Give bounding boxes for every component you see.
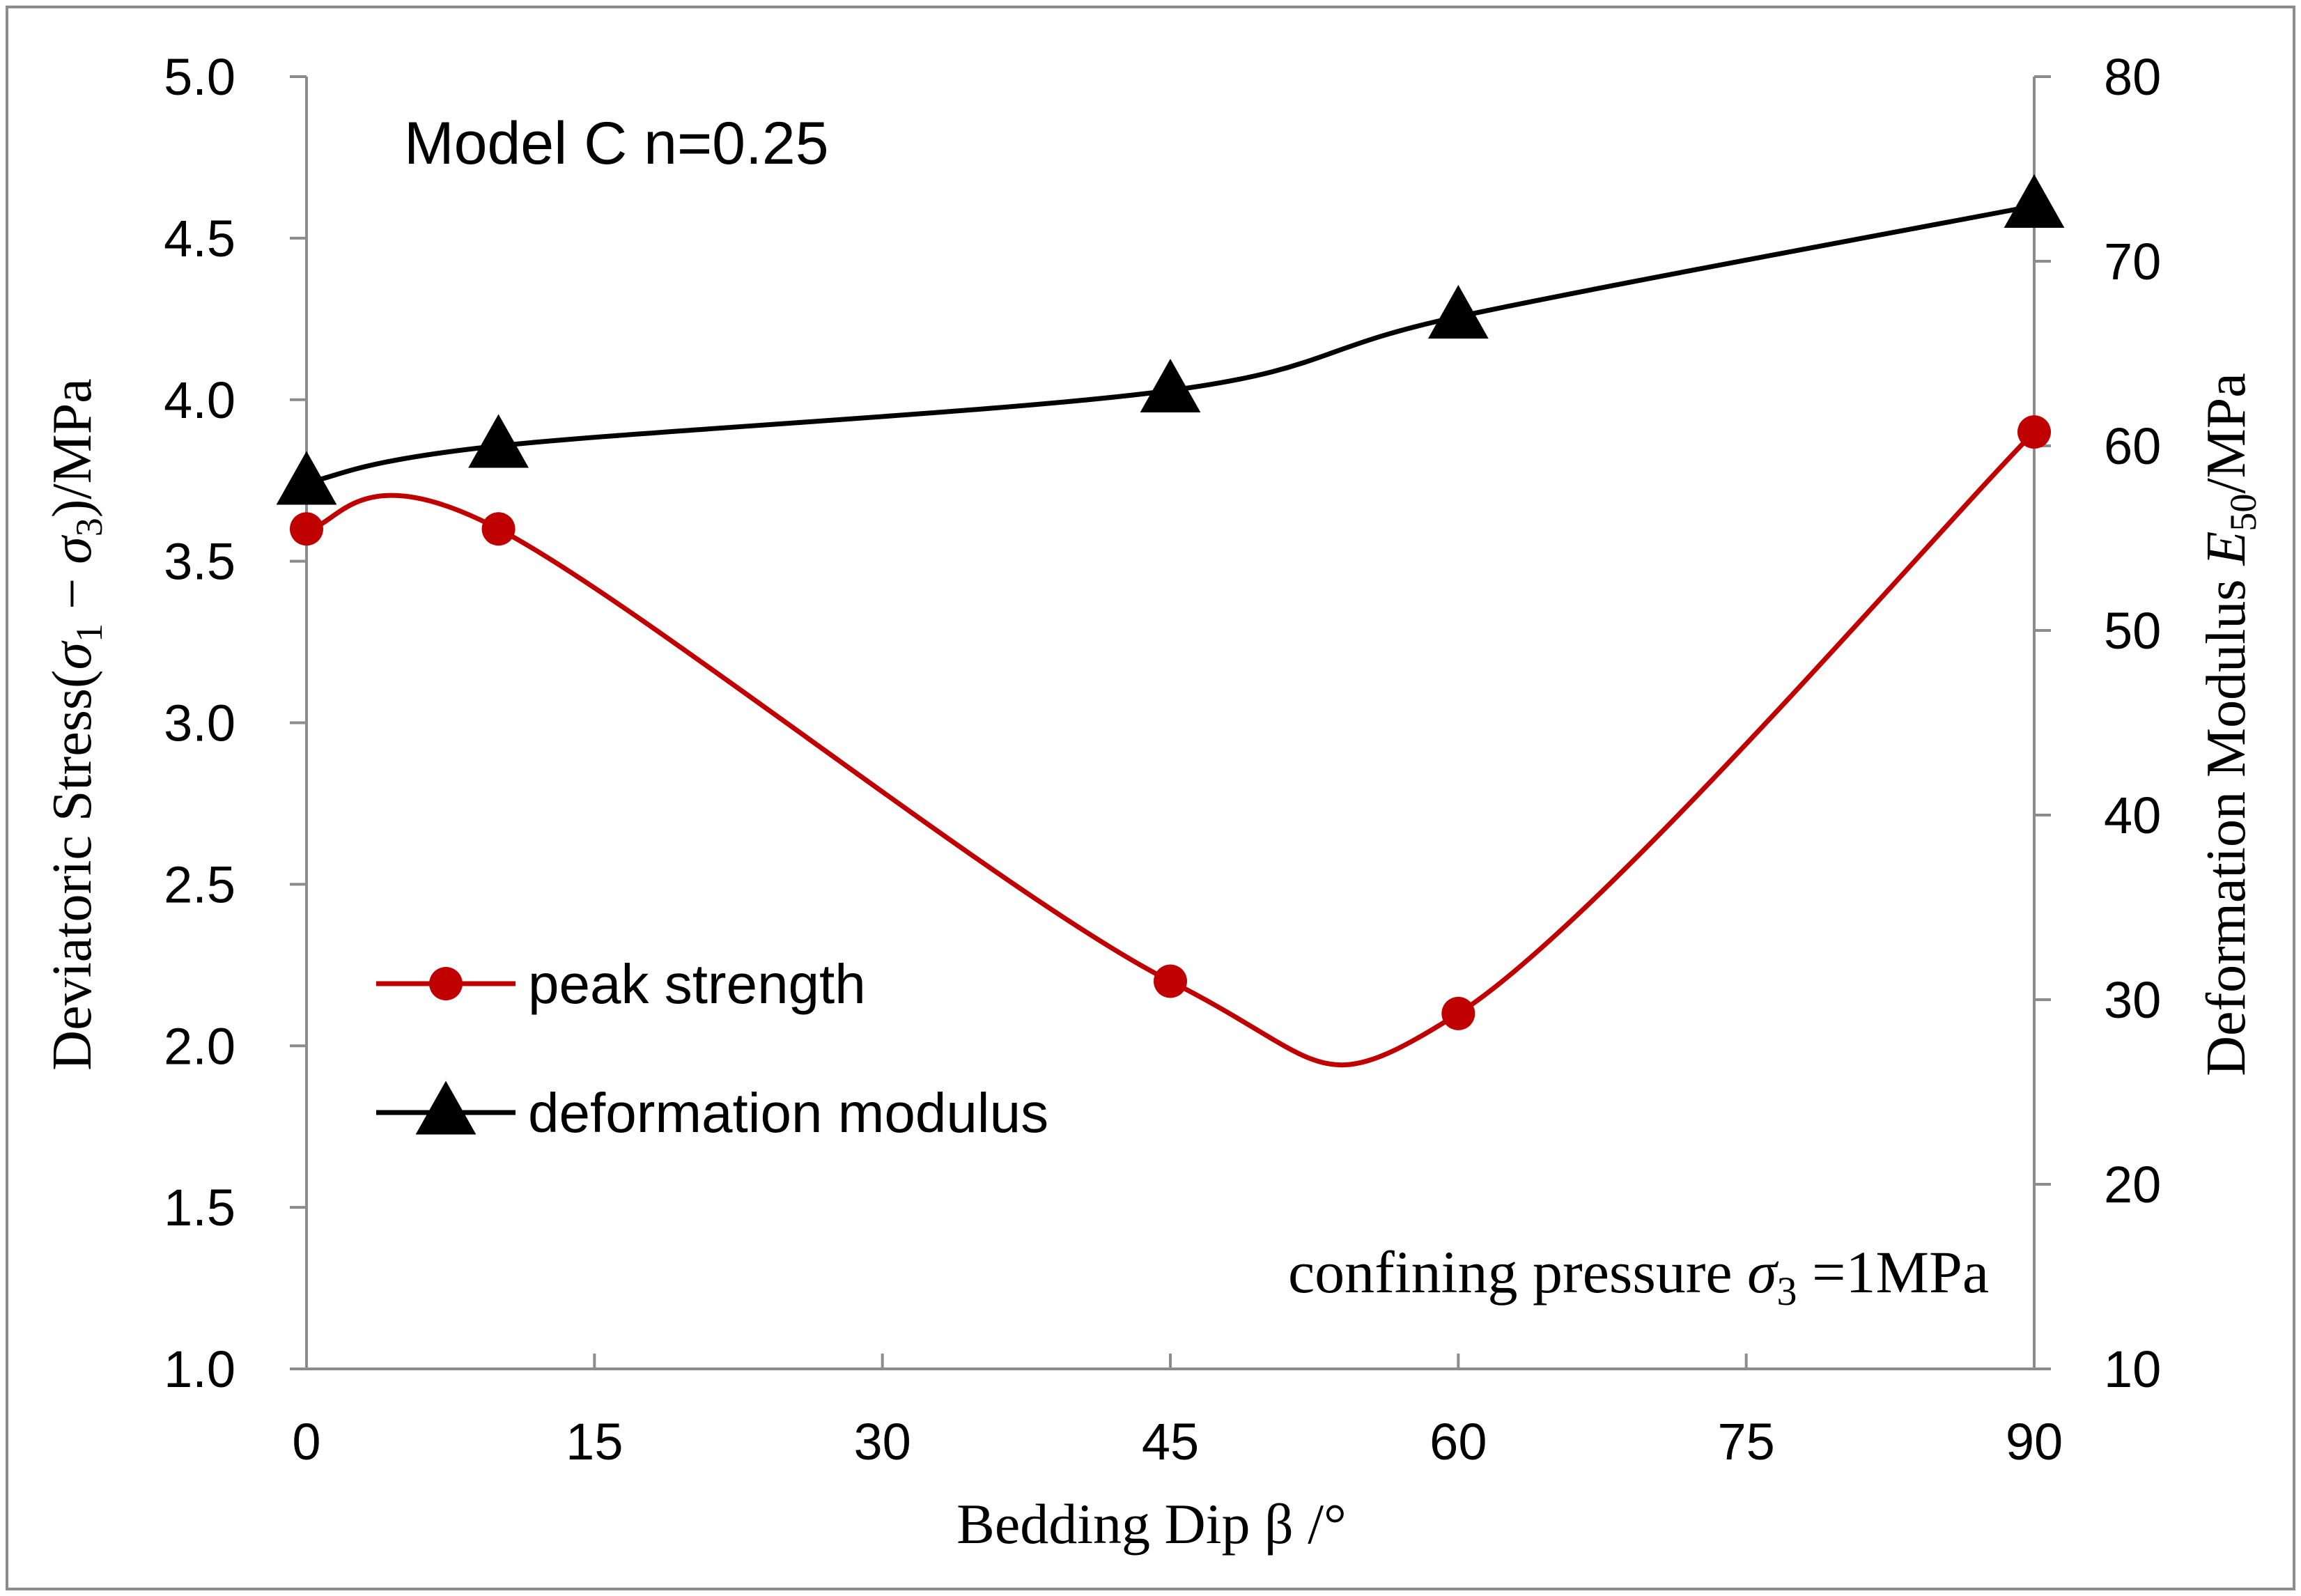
y-tick-right-label: 60 <box>2104 417 2161 475</box>
deformation-modulus-point <box>1427 285 1489 339</box>
pressure-sigma: σ <box>1747 1239 1779 1306</box>
x-tick-label: 60 <box>1430 1413 1487 1471</box>
y-tick-left-label: 2.5 <box>164 855 235 913</box>
peak-strength-point <box>481 512 516 546</box>
y-tick-left-label: 3.5 <box>164 533 235 591</box>
deformation-modulus-point <box>1140 359 1201 412</box>
right-label-E: E <box>2196 532 2257 566</box>
y-tick-left-label: 2.0 <box>164 1017 235 1075</box>
peak-strength-point <box>1441 996 1475 1030</box>
left-label-minus: − <box>42 564 103 623</box>
model-annotation: Model C n=0.25 <box>404 110 829 177</box>
peak-strength-point <box>290 512 323 546</box>
left-label-sigma1: σ <box>42 640 103 669</box>
y-tick-right-label: 10 <box>2104 1340 2161 1398</box>
peak-strength-point <box>2017 415 2051 449</box>
x-tick-label: 45 <box>1142 1413 1199 1471</box>
left-label-prefix: Deviatoric Stress( <box>42 669 103 1070</box>
legend-deformation-modulus-marker <box>415 1080 477 1135</box>
y-tick-right-label: 80 <box>2104 48 2161 106</box>
y-tick-right-label: 40 <box>2104 787 2161 844</box>
y-tick-left-label: 1.5 <box>164 1179 235 1237</box>
right-label-prefix: Deformation Modulus <box>2196 565 2257 1076</box>
legend-peak-strength-label: peak strength <box>528 953 866 1015</box>
y-tick-left-label: 3.0 <box>164 695 235 752</box>
axes: 0 15 30 45 60 75 90 1.0 1.5 2.0 2.5 3.0 3.5 4.0 4.5 5.0… <box>164 48 2161 1471</box>
pressure-suffix: =1MPa <box>1797 1239 1989 1306</box>
pressure-sub: 3 <box>1777 1269 1797 1314</box>
legend-deformation-modulus-label: deformation modulus <box>528 1082 1048 1144</box>
y-tick-right-label: 20 <box>2104 1156 2161 1214</box>
y-tick-right-label: 50 <box>2104 602 2161 660</box>
left-label-sub1: 1 <box>68 623 110 642</box>
y-axis-title-right: Deformation Modulus E50/MPa <box>2196 373 2264 1076</box>
left-label-sigma3: σ <box>42 535 103 564</box>
y-tick-left-label: 4.5 <box>164 210 235 268</box>
legend-peak-strength-marker <box>429 967 463 1000</box>
right-label-sub: 50 <box>2222 494 2264 532</box>
y-tick-right-label: 30 <box>2104 971 2161 1029</box>
peak-strength-point <box>1154 964 1187 998</box>
legend: peak strength deformation modulus <box>376 953 1048 1144</box>
x-tick-label: 90 <box>2006 1413 2063 1471</box>
y-tick-left-label: 1.0 <box>164 1340 235 1398</box>
series-layer <box>276 174 2065 1068</box>
deformation-modulus-point <box>2004 174 2065 228</box>
x-axis-title: Bedding Dip β /° <box>956 1492 1347 1556</box>
y-tick-right-label: 70 <box>2104 233 2161 290</box>
left-label-sub3: 3 <box>68 518 110 536</box>
pressure-prefix: confining pressure <box>1288 1239 1747 1306</box>
right-label-suffix: /MPa <box>2196 373 2257 493</box>
deformation-modulus-point <box>276 451 337 505</box>
y-tick-left-label: 4.0 <box>164 371 235 429</box>
x-tick-label: 0 <box>292 1413 320 1471</box>
deformation-modulus-point <box>468 414 529 468</box>
y-axis-title-left: Deviatoric Stress(σ1 − σ3)/MPa <box>42 378 110 1070</box>
left-label-suffix: )/MPa <box>42 378 103 518</box>
confining-pressure-annotation: confining pressure σ3 =1MPa <box>1288 1239 1989 1314</box>
x-tick-label: 75 <box>1718 1413 1775 1471</box>
x-tick-label: 30 <box>854 1413 911 1471</box>
chart-frame <box>6 6 2295 1590</box>
x-tick-label: 15 <box>566 1413 623 1471</box>
y-tick-left-label: 5.0 <box>164 48 235 106</box>
